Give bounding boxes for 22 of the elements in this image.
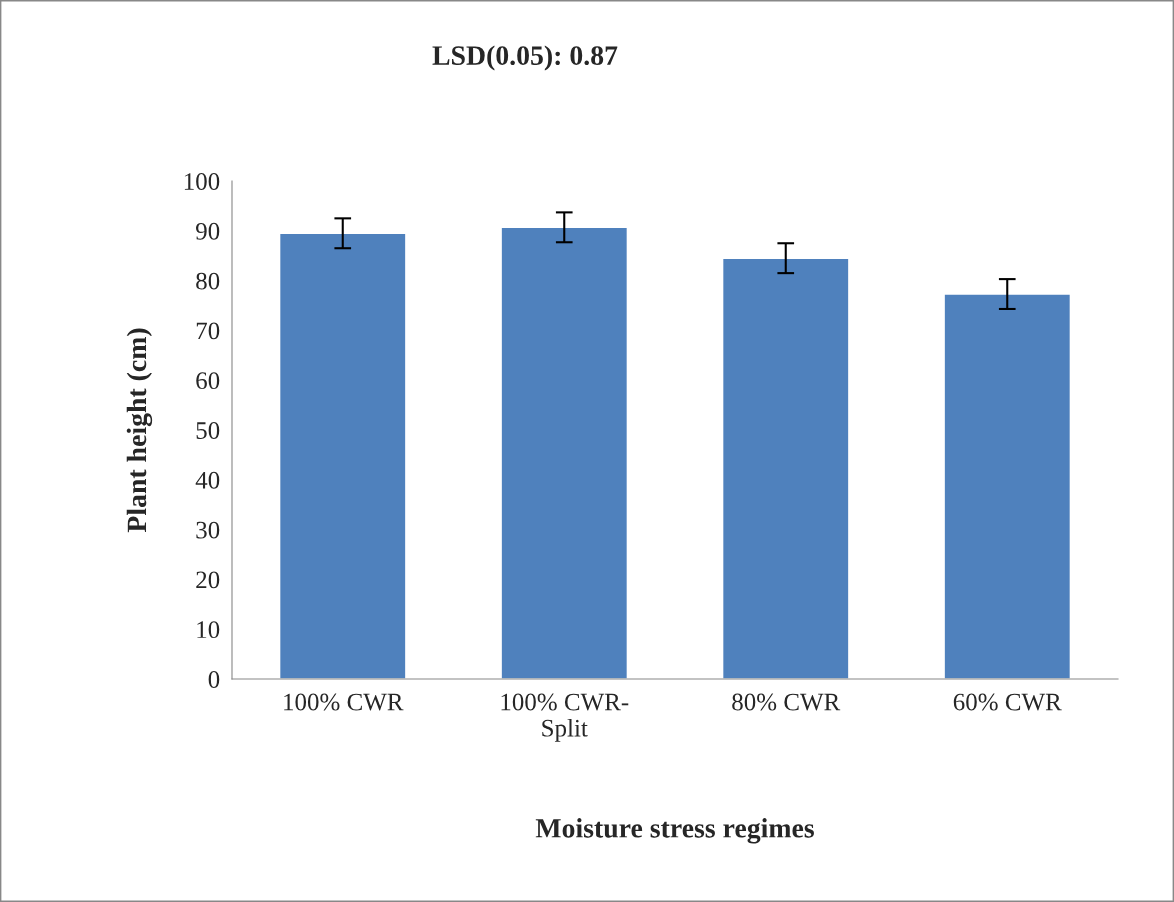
bar [278, 232, 407, 679]
x-axis-title: Moisture stress regimes [535, 818, 814, 844]
x-tick-label: 100% CWR- Split [501, 693, 629, 742]
x-tick-label: 60% CWR [953, 693, 1062, 711]
y-axis-title: Plant height (cm) [126, 328, 153, 533]
y-tick-label: 30 [196, 521, 220, 539]
y-tick-label: 80 [196, 272, 220, 290]
y-tick-label: 40 [195, 471, 220, 489]
x-tick-label: 80% CWR [732, 693, 841, 711]
y-tick-label: 70 [196, 322, 220, 340]
chart-title: LSD(0.05): 0.87 [432, 45, 618, 71]
y-tick-label: 10 [197, 621, 220, 639]
x-tick-label: 100% CWR [284, 693, 404, 711]
y-tick-label: 0 [208, 671, 220, 688]
y-tick-label: 90 [196, 222, 220, 240]
bar [500, 226, 629, 679]
y-tick-label: 100 [184, 173, 220, 190]
y-tick-label: 20 [196, 571, 220, 589]
y-tick-label: 60 [196, 372, 220, 390]
bar [943, 293, 1072, 679]
y-tick-label: 50 [196, 422, 220, 439]
bar [721, 257, 850, 679]
